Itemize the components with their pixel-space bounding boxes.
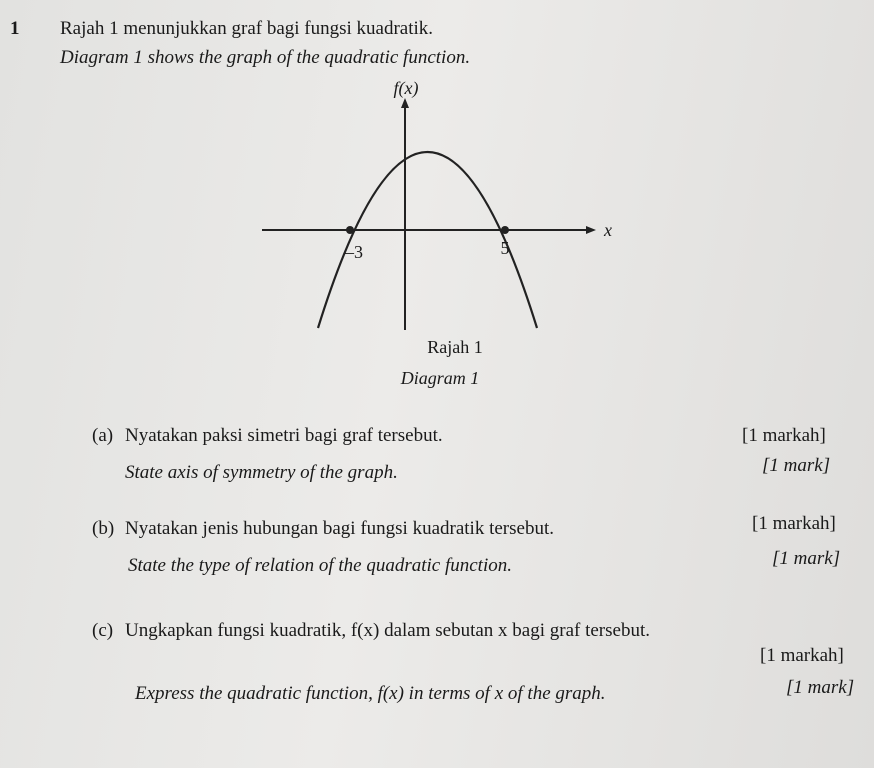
- part-label: (b): [92, 518, 115, 539]
- caption-ms: Rajah 1: [427, 337, 483, 357]
- parabola: [316, 150, 539, 329]
- part-label: (a): [92, 425, 114, 446]
- marks-en: [1 mark]: [786, 677, 855, 698]
- root-label: 5: [501, 238, 510, 258]
- diagram: f(x) x –3 5 Rajah 1 Diagram 1: [262, 78, 612, 388]
- marks-en: [1 mark]: [772, 548, 841, 569]
- x-axis-label: x: [603, 220, 612, 240]
- marks-en: [1 mark]: [762, 455, 831, 476]
- marks-ms: [1 markah]: [760, 645, 844, 666]
- intro-en: Diagram 1 shows the graph of the quadrat…: [60, 47, 471, 68]
- x-arrow: [586, 226, 596, 234]
- root-point: [501, 226, 509, 234]
- y-arrow: [401, 98, 409, 108]
- part-label: (c): [92, 620, 114, 641]
- part-text-en: State the type of relation of the quadra…: [128, 555, 512, 576]
- part-text-ms: Nyatakan paksi simetri bagi graf tersebu…: [125, 425, 443, 446]
- intro-ms: Rajah 1 menunjukkan graf bagi fungsi kua…: [60, 18, 434, 39]
- part-text-en: Express the quadratic function, f(x) in …: [135, 683, 606, 704]
- marks-ms: [1 markah]: [742, 425, 826, 446]
- y-axis-label: f(x): [394, 78, 419, 99]
- part-text-ms: Ungkapkan fungsi kuadratik, f(x) dalam s…: [125, 620, 650, 641]
- question-number: 1: [10, 18, 20, 39]
- part-text-en: State axis of symmetry of the graph.: [125, 462, 398, 483]
- marks-ms: [1 markah]: [752, 513, 836, 534]
- root-label: –3: [344, 242, 363, 262]
- root-point: [346, 226, 354, 234]
- caption-en: Diagram 1: [400, 368, 480, 388]
- part-text-ms: Nyatakan jenis hubungan bagi fungsi kuad…: [125, 518, 554, 539]
